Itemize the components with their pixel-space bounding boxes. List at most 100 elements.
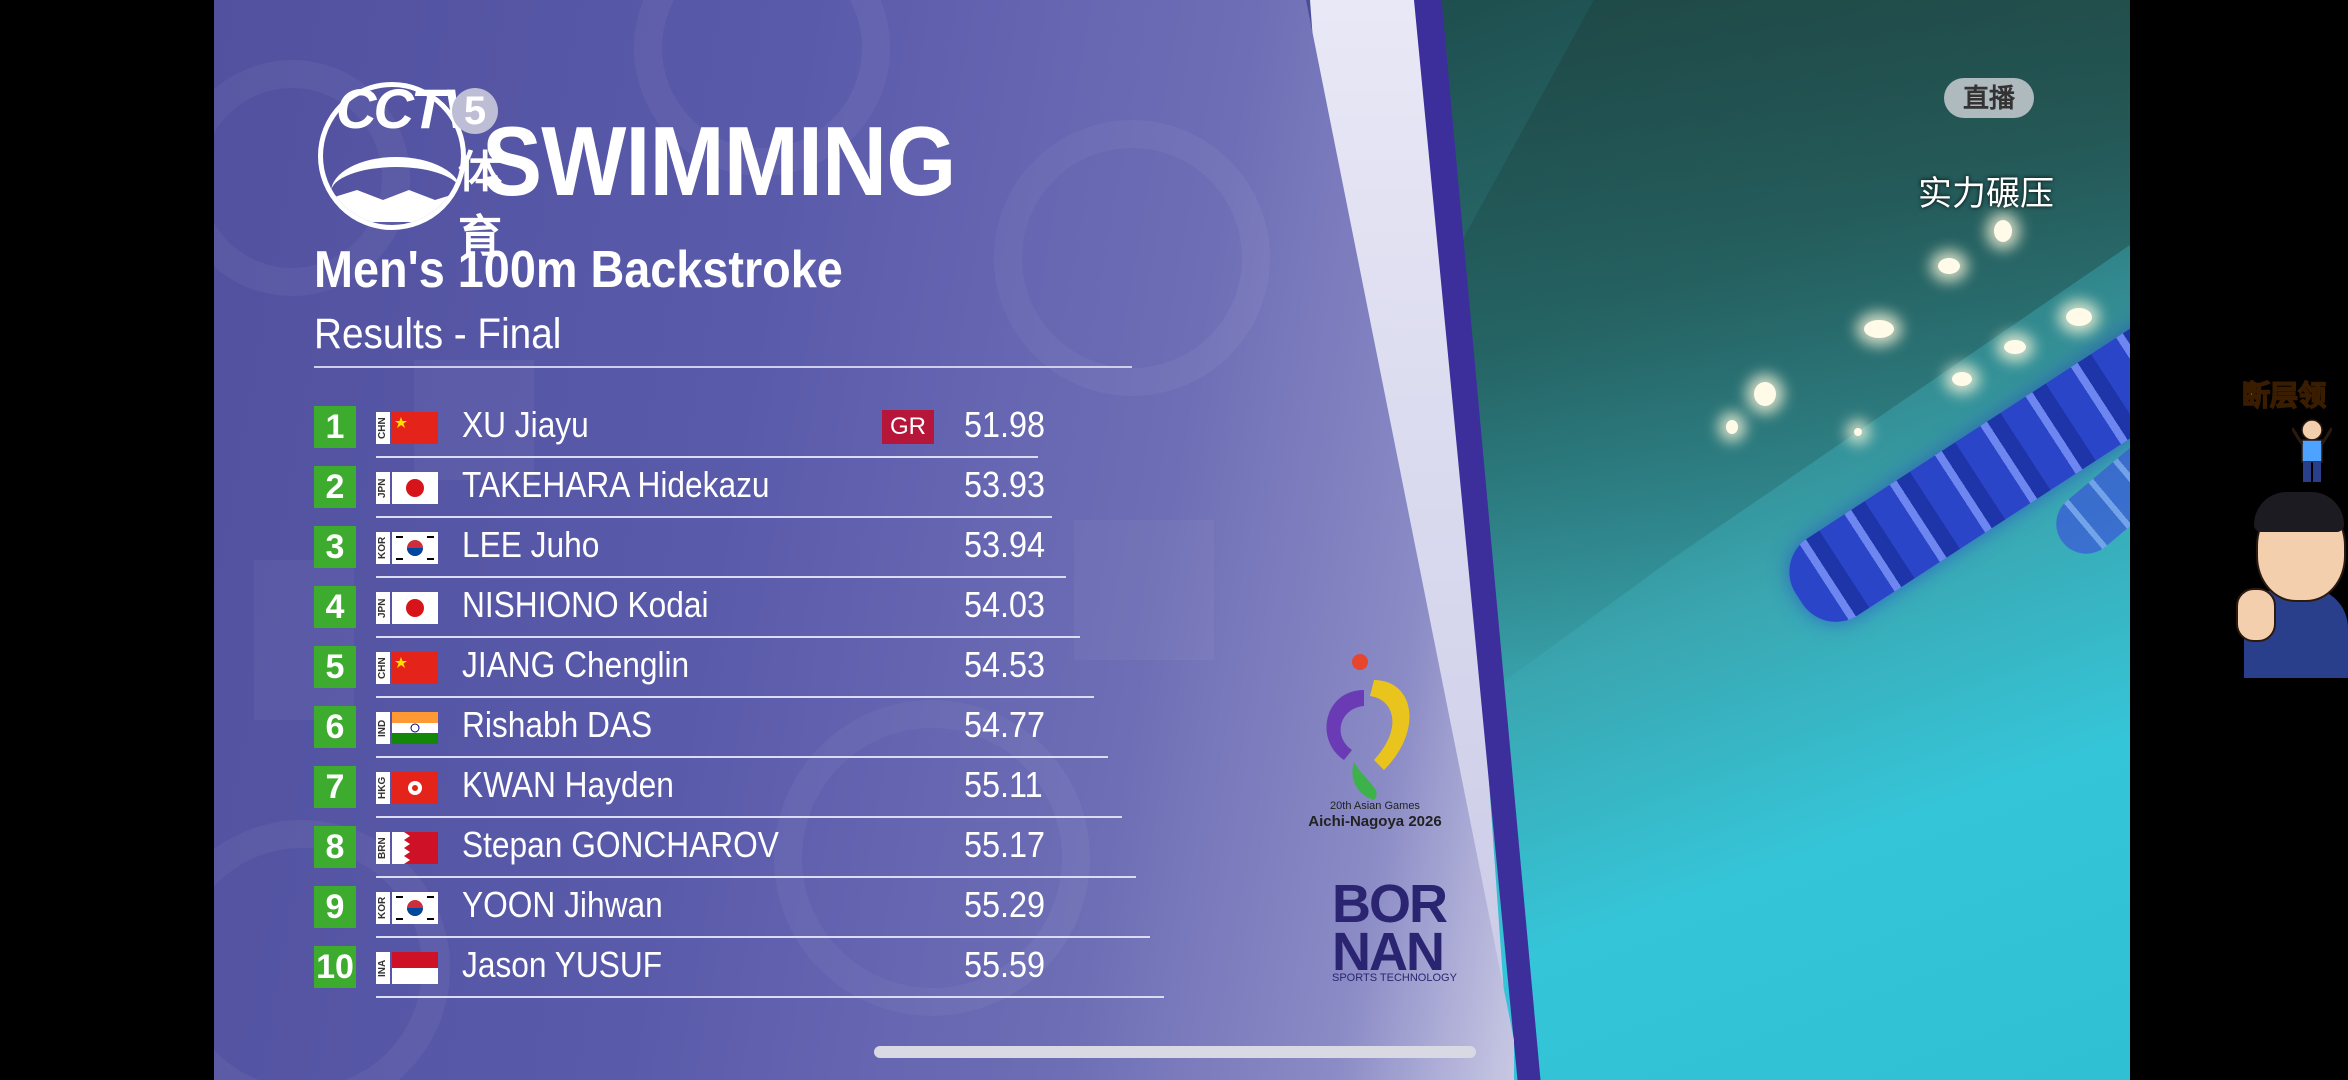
rank-badge: 8 (314, 826, 356, 868)
row-divider (376, 996, 1164, 998)
athlete-name: LEE Juho (462, 524, 600, 565)
decor-shape (1074, 520, 1214, 660)
flag-india-icon (392, 712, 438, 744)
athlete-name: TAKEHARA Hidekazu (462, 464, 770, 505)
caption-text: 实力碾压 (1918, 175, 2054, 213)
decor-shape (254, 560, 354, 720)
result-time: 51.98 (964, 404, 1046, 445)
result-time: 53.93 (964, 464, 1046, 505)
avatar-hair (2254, 492, 2344, 532)
ag-logo-green (1352, 762, 1377, 800)
flag-china-icon (392, 652, 438, 684)
noc-code: IND (376, 712, 390, 744)
noc-code: HKG (376, 772, 390, 804)
decor-shape (994, 120, 1270, 396)
sport-title: SWIMMING (482, 106, 956, 216)
flag: KOR (376, 532, 438, 564)
athlete-name: YOON Jihwan (462, 884, 663, 925)
rank-badge: 9 (314, 886, 356, 928)
flag-japan-icon (392, 472, 438, 504)
flag: INA (376, 952, 438, 984)
results-subtitle: Results - Final (314, 310, 562, 358)
athlete-name: NISHIONO Kodai (462, 584, 709, 625)
flag: CHN (376, 412, 438, 444)
ag-logo-yellow (1370, 680, 1410, 770)
noc-code: CHN (376, 652, 390, 684)
rank-badge: 7 (314, 766, 356, 808)
cartoon-boy-icon (2292, 419, 2332, 482)
row-divider (376, 696, 1094, 698)
asian-games-line1: 20th Asian Games (1330, 800, 1420, 812)
flag: HKG (376, 772, 438, 804)
pool-light (1952, 372, 1972, 386)
bornan-logo-top: BOR (1332, 874, 1448, 934)
bornan-tagline: SPORTS TECHNOLOGY (1332, 972, 1457, 984)
live-badge: 直播 (1944, 78, 2034, 118)
flag: BRN (376, 832, 438, 864)
asian-games-line2: Aichi-Nagoya 2026 (1308, 813, 1442, 830)
noc-code: INA (376, 952, 390, 984)
rank-badge: 2 (314, 466, 356, 508)
noc-code: BRN (376, 832, 390, 864)
row-divider (376, 876, 1136, 878)
pool-light (1994, 220, 2012, 242)
pool-light (2004, 340, 2026, 354)
ag-logo-sun (1352, 654, 1368, 670)
result-time: 55.59 (964, 944, 1046, 985)
athlete-name: JIANG Chenglin (462, 644, 690, 685)
flag-korea-icon (392, 532, 438, 564)
athlete-name: Jason YUSUF (462, 944, 663, 985)
cctv5-logo: CCTV 5 体育 (318, 76, 502, 261)
waving-hand-icon (2236, 588, 2276, 642)
rank-badge: 4 (314, 586, 356, 628)
cctv-channel-number: 5 (452, 88, 498, 134)
flag: KOR (376, 892, 438, 924)
pool-light (1726, 420, 1738, 434)
flag-bahrain-icon (392, 832, 438, 864)
rank-badge: 6 (314, 706, 356, 748)
asian-games-logo (1326, 654, 1410, 800)
pool-light (1854, 428, 1862, 436)
row-divider (376, 816, 1122, 818)
athlete-name: Rishabh DAS (462, 704, 653, 745)
noc-code: KOR (376, 892, 390, 924)
athlete-name: XU Jiayu (462, 404, 589, 445)
rank-badge: 3 (314, 526, 356, 568)
pool-light (1938, 258, 1960, 274)
result-time: 54.53 (964, 644, 1046, 685)
flag-japan-icon (392, 592, 438, 624)
record-badge: GR (882, 410, 934, 444)
noc-code: JPN (376, 472, 390, 504)
rank-badge: 1 (314, 406, 356, 448)
rank-badge: 10 (314, 946, 356, 988)
cctv-channel-char: 体育 (458, 148, 502, 261)
flag-china-icon (392, 412, 438, 444)
result-time: 55.29 (964, 884, 1046, 925)
floating-widget[interactable]: 断层领 (2236, 368, 2348, 688)
result-time: 54.03 (964, 584, 1046, 625)
flag-hongkong-icon (392, 772, 438, 804)
row-divider (376, 516, 1052, 518)
athlete-name: Stepan GONCHAROV (462, 824, 779, 865)
video-frame: CCTV 5 体育 SWIMMING Men's 100m Backstroke… (214, 0, 2130, 1080)
rank-badge: 5 (314, 646, 356, 688)
row-divider (376, 456, 1038, 458)
result-time: 55.17 (964, 824, 1046, 865)
pool-light (2066, 308, 2092, 326)
athlete-name: KWAN Hayden (462, 764, 674, 805)
flag-indonesia-icon (392, 952, 438, 984)
cctv-logo-ring (318, 82, 466, 230)
result-time: 53.94 (964, 524, 1046, 565)
result-time: 54.77 (964, 704, 1046, 745)
home-indicator-bar[interactable] (874, 1046, 1476, 1058)
bornan-logo-bottom: NAN (1332, 922, 1445, 982)
noc-code: KOR (376, 532, 390, 564)
flag: JPN (376, 592, 438, 624)
pool-light (1754, 382, 1776, 406)
cctv-logo-wave (331, 157, 461, 225)
event-title: Men's 100m Backstroke (314, 241, 843, 299)
pool-light (1864, 320, 1894, 338)
ag-logo-purple (1326, 690, 1364, 760)
flag: JPN (376, 472, 438, 504)
noc-code: JPN (376, 592, 390, 624)
